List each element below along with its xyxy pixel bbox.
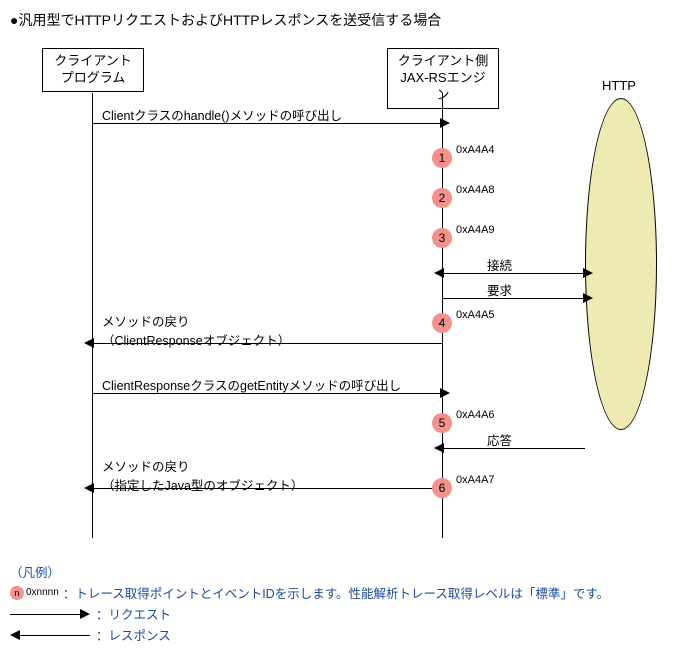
legend-request-row: ：リクエスト (10, 604, 673, 623)
trace-point-6: 6 (432, 478, 452, 498)
trace-id-5: 0xA4A6 (456, 409, 495, 421)
lifeline-client (92, 93, 93, 538)
trace-id-4: 0xA4A5 (456, 309, 495, 321)
message-label-0: Clientクラスのhandle()メソッドの呼び出し (102, 105, 342, 124)
http-ellipse (585, 98, 657, 430)
actor-client: クライアントプログラム (42, 48, 144, 92)
http-message-0: 接続 (487, 255, 512, 274)
legend-request-arrow (10, 607, 90, 621)
trace-id-3: 0xA4A9 (456, 224, 495, 236)
legend-response-text: ：レスポンス (96, 625, 171, 644)
sequence-diagram: クライアントプログラム クライアント側JAX-RSエンジン HTTP Clientクラ… (10, 48, 670, 558)
trace-id-6: 0xA4A7 (456, 474, 495, 486)
trace-point-2: 2 (432, 188, 452, 208)
message-label-2: ClientResponseクラスのgetEntityメソッドの呼び出し (102, 375, 401, 394)
trace-id-2: 0xA4A8 (456, 184, 495, 196)
trace-id-1: 0xA4A4 (456, 144, 495, 156)
http-message-2: 応答 (487, 430, 512, 449)
message-label-1: メソッドの戻り（ClientResponseオブジェクト） (102, 311, 290, 349)
http-message-1: 要求 (487, 280, 512, 299)
message-label-3: メソッドの戻り（指定したJava型のオブジェクト） (102, 456, 303, 494)
trace-point-3: 3 (432, 228, 452, 248)
trace-point-4: 4 (432, 313, 452, 333)
actor-http-label: HTTP (602, 78, 636, 93)
actor-engine: クライアント側JAX-RSエンジン (387, 48, 499, 109)
legend-trace-text: ：トレース取得ポイントとイベントIDを示します。性能解析トレース取得レベルは「標… (63, 583, 609, 602)
legend-request-text: ：リクエスト (96, 604, 171, 623)
legend-trace-id: 0xnnnn (26, 587, 59, 598)
legend-trace-dot: n (10, 586, 24, 600)
trace-point-1: 1 (432, 148, 452, 168)
diagram-title: ●汎用型でHTTPリクエストおよびHTTPレスポンスを送受信する場合 (10, 10, 673, 30)
legend-response-arrow (10, 628, 90, 642)
legend-response-row: ：レスポンス (10, 625, 673, 644)
legend: （凡例） n 0xnnnn ：トレース取得ポイントとイベントIDを示します。性能… (10, 562, 673, 644)
legend-trace-row: n 0xnnnn ：トレース取得ポイントとイベントIDを示します。性能解析トレー… (10, 583, 673, 602)
legend-header: （凡例） (10, 562, 673, 581)
trace-point-5: 5 (432, 413, 452, 433)
